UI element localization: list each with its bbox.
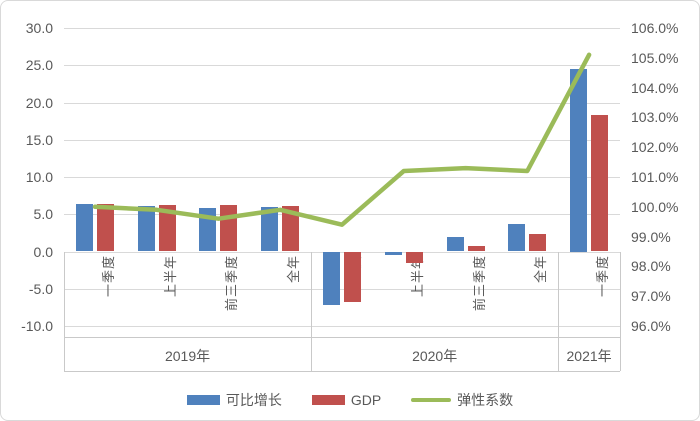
right-axis-tick: 106.0%: [631, 20, 679, 36]
category-label: 前三季度: [471, 255, 487, 312]
bar-growth-0: [75, 203, 93, 252]
bar-growth-4: [323, 251, 340, 306]
legend-swatch-elasticity: [411, 398, 452, 402]
legend-label-gdp: GDP: [350, 392, 382, 408]
grid-line-0.0: [64, 251, 620, 253]
category-label: 全年: [286, 255, 302, 284]
left-axis-tick: 25.0: [25, 57, 53, 74]
left-axis-tick: -10.0: [21, 318, 53, 334]
right-axis-tick: 98.0%: [631, 258, 671, 275]
right-axis-tick: 102.0%: [631, 139, 679, 156]
right-axis-tick: 101.0%: [631, 169, 679, 185]
grid-line-25.0: [64, 65, 620, 67]
legend-item-elasticity: 弹性系数: [411, 390, 513, 410]
grid-line--5.0: [64, 288, 620, 290]
bar-gdp-7: [529, 234, 547, 252]
left-axis-tick: -5.0: [28, 280, 53, 297]
right-axis-tick: 104.0%: [631, 79, 679, 96]
bar-growth-8: [570, 69, 588, 252]
bar-growth-3: [261, 206, 279, 252]
bar-gdp-2: [220, 205, 238, 252]
legend-item-gdp: GDP: [311, 392, 382, 408]
legend-item-growth: 可比增长: [186, 390, 282, 410]
legend-label-elasticity: 弹性系数: [457, 392, 514, 408]
left-axis-tick: 0.0: [33, 243, 53, 260]
legend-label-growth: 可比增长: [225, 392, 282, 408]
bar-growth-7: [508, 223, 526, 252]
bar-growth-5: [384, 251, 402, 256]
bar-gdp-1: [158, 204, 176, 252]
bar-gdp-0: [96, 203, 114, 252]
axis-table-border-divider: [64, 337, 620, 338]
right-axis-tick: 96.0%: [631, 318, 671, 334]
bar-growth-1: [137, 206, 155, 252]
year-label: 2020年: [412, 348, 458, 364]
right-axis-tick: 100.0%: [631, 198, 679, 215]
axis-table-border-vertical: [558, 251, 560, 371]
axis-table-border-vertical: [620, 251, 621, 371]
category-label: 上半年: [162, 255, 178, 298]
year-label: 2019年: [164, 348, 211, 364]
bar-gdp-4: [344, 251, 361, 303]
axis-table-border-vertical: [311, 251, 313, 371]
grid-line-30.0: [64, 28, 620, 29]
right-axis-tick: 97.0%: [631, 288, 671, 305]
left-axis-tick: 15.0: [25, 131, 53, 148]
bar-gdp-3: [282, 206, 300, 252]
right-axis-tick: 99.0%: [631, 228, 671, 245]
bar-growth-2: [199, 208, 217, 252]
bar-gdp-6: [467, 246, 485, 252]
grid-line--10.0: [64, 326, 620, 327]
axis-table-border-vertical: [64, 251, 65, 371]
grid-line-20.0: [64, 102, 620, 104]
category-label: 全年: [533, 255, 549, 284]
grid-line-10.0: [64, 177, 620, 178]
left-axis-tick: 5.0: [33, 206, 53, 223]
legend: 可比增长 GDP 弹性系数: [1, 390, 699, 410]
bar-gdp-5: [405, 251, 423, 264]
category-label: 前三季度: [224, 255, 240, 312]
category-label: 一季度: [100, 255, 116, 298]
left-axis-tick: 30.0: [25, 20, 53, 36]
right-axis-tick: 105.0%: [631, 49, 679, 66]
left-axis-tick: 10.0: [25, 169, 53, 185]
right-axis-tick: 103.0%: [631, 109, 679, 126]
legend-swatch-growth: [186, 395, 220, 405]
grid-line-15.0: [64, 139, 620, 141]
axis-table-border-bottom: [64, 371, 620, 372]
bar-gdp-8: [591, 115, 609, 252]
left-axis-tick: 20.0: [25, 94, 53, 111]
legend-swatch-gdp: [311, 395, 345, 405]
year-label: 2021年: [566, 348, 612, 364]
category-label: 一季度: [595, 255, 611, 298]
bar-growth-6: [446, 237, 464, 252]
